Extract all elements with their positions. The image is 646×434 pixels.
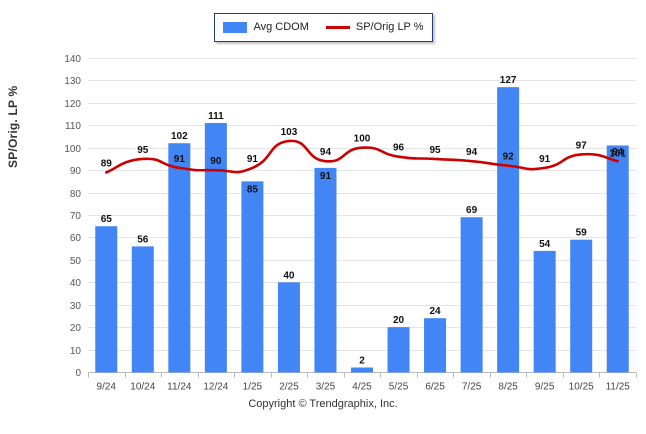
line-swatch-icon — [325, 26, 350, 29]
x-tick-label-7-25: 7/25 — [462, 382, 482, 393]
y-tick-label: 130 — [64, 76, 81, 87]
x-tick-label-3-25: 3/25 — [316, 382, 336, 393]
line-value-label-10-24: 95 — [137, 145, 149, 156]
x-tick-label-1-25: 1/25 — [243, 382, 263, 393]
line-value-label-12-24: 90 — [210, 156, 222, 167]
legend-entry-sp-orig-lp[interactable]: SP/Orig LP % — [325, 21, 424, 33]
bar-value-label-10-25: 59 — [576, 228, 588, 239]
bar-4-25[interactable] — [351, 367, 373, 373]
x-tick-label-11-24: 11/24 — [167, 382, 192, 393]
y-tick-label: 20 — [70, 323, 82, 334]
bar-9-24[interactable] — [95, 226, 118, 373]
line-value-label-11-25: 94 — [612, 147, 624, 158]
bar-11-24[interactable] — [168, 143, 191, 373]
x-tick-label-6-25: 6/25 — [425, 382, 445, 393]
y-tick-label: 140 — [64, 54, 81, 65]
bar-swatch-icon — [223, 22, 248, 33]
bar-12-24[interactable] — [204, 123, 227, 373]
x-tick-label-5-25: 5/25 — [389, 382, 409, 393]
y-tick-label: 110 — [65, 121, 81, 132]
chart-plot-area: 0 10 20 30 40 50 60 70 80 90 100 110 120 130 140 9/24 10… — [64, 54, 637, 393]
bar-value-label-6-25: 24 — [430, 306, 442, 317]
bar-value-label-11-24: 102 — [171, 131, 188, 142]
line-value-label-6-25: 95 — [430, 145, 442, 156]
legend-label-sp-orig-lp: SP/Orig LP % — [355, 21, 424, 33]
bar-value-label-11-25: 101 — [609, 148, 626, 159]
y-tick-label: 80 — [70, 189, 82, 200]
x-tick-label-12-24: 12/24 — [203, 382, 228, 393]
bar-value-label-5-25: 20 — [393, 315, 405, 326]
y-tick-label: 60 — [70, 233, 82, 244]
bar-1-25[interactable] — [241, 181, 264, 373]
y-tick-label: 30 — [70, 301, 82, 312]
bar-10-25[interactable] — [570, 239, 593, 373]
y-tick-label: 70 — [70, 211, 82, 222]
line-value-label-1-25: 91 — [247, 154, 259, 165]
bar-value-label-7-25: 69 — [466, 205, 478, 216]
bar-5-25[interactable] — [387, 327, 410, 373]
bar-value-label-2-25: 40 — [283, 270, 295, 281]
line-value-label-8-25: 92 — [503, 152, 515, 163]
bar-value-label-12-24: 111 — [208, 111, 224, 122]
line-value-label-5-25: 96 — [393, 143, 405, 154]
bar-11-25[interactable] — [606, 145, 629, 373]
y-tick-label: 10 — [70, 346, 82, 357]
bar-value-label-9-25: 54 — [539, 239, 551, 250]
y-tick-label: 0 — [75, 368, 81, 379]
y-tick-label: 100 — [64, 144, 81, 155]
bar-10-24[interactable] — [131, 246, 154, 373]
legend-label-avg-cdom: Avg CDOM — [253, 21, 309, 33]
x-tick-label-10-25: 10/25 — [569, 382, 594, 393]
bar-value-label-1-25: 85 — [247, 184, 259, 195]
y-tick-label: 90 — [70, 166, 82, 177]
legend-entry-avg-cdom[interactable]: Avg CDOM — [223, 21, 309, 33]
line-value-label-11-24: 91 — [174, 154, 186, 165]
chart-legend: Avg CDOM SP/Orig LP % — [214, 13, 433, 42]
line-value-label-2-25: 103 — [281, 127, 298, 138]
bar-value-label-9-24: 65 — [101, 214, 113, 225]
x-tick-label-9-24: 9/24 — [97, 382, 117, 393]
bar-2-25[interactable] — [277, 282, 300, 373]
y-tick-label: 50 — [70, 256, 82, 267]
bar-value-label-10-24: 56 — [137, 234, 149, 245]
line-value-label-9-24: 89 — [101, 158, 113, 169]
bar-value-label-8-25: 127 — [500, 75, 517, 86]
x-tick-label-10-24: 10/24 — [130, 382, 155, 393]
bar-value-label-3-25: 91 — [320, 171, 332, 182]
bar-9-25[interactable] — [533, 250, 556, 373]
bar-6-25[interactable] — [424, 318, 447, 373]
copyright-notice: Copyright © Trendgraphix, Inc. — [248, 398, 398, 410]
x-tick-label-11-25: 11/25 — [606, 382, 631, 393]
x-tick-label-8-25: 8/25 — [498, 382, 518, 393]
x-tick-label-2-25: 2/25 — [279, 382, 299, 393]
line-value-label-7-25: 94 — [466, 147, 478, 158]
y-tick-label: 120 — [64, 99, 81, 110]
x-tick-label-9-25: 9/25 — [535, 382, 555, 393]
y-tick-label: 40 — [70, 278, 82, 289]
bar-value-label-4-25: 2 — [359, 356, 365, 367]
line-value-label-3-25: 94 — [320, 147, 332, 158]
bar-8-25[interactable] — [497, 87, 520, 373]
line-value-label-10-25: 97 — [576, 140, 588, 151]
line-value-label-4-25: 100 — [354, 134, 371, 145]
x-tick-label-4-25: 4/25 — [352, 382, 372, 393]
sp-orig-lp-line[interactable] — [104, 139, 620, 174]
line-value-label-9-25: 91 — [539, 154, 551, 165]
bar-3-25[interactable] — [314, 167, 337, 373]
bar-7-25[interactable] — [460, 217, 483, 373]
